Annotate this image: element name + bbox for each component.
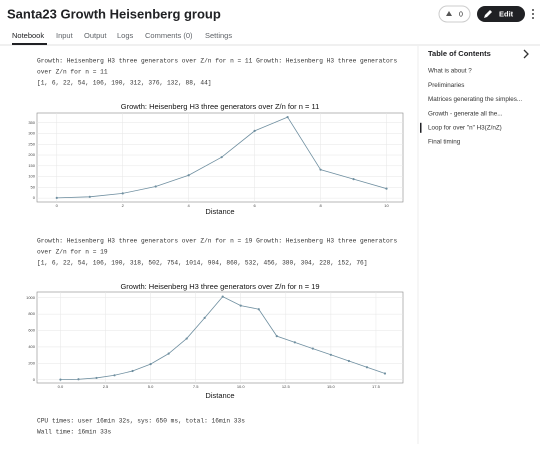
chart-title: Growth: Heisenberg H3 three generators o… xyxy=(121,102,320,111)
x-tick-label: 15.0 xyxy=(327,384,336,389)
tab-underline xyxy=(12,43,47,45)
y-tick-label: 800 xyxy=(28,311,35,316)
edit-label: Edit xyxy=(499,9,514,18)
toc-item[interactable]: Preliminaries xyxy=(428,82,464,89)
data-point xyxy=(319,168,322,171)
y-tick-label: 200 xyxy=(28,152,35,157)
page-title: Santa23 Growth Heisenberg group xyxy=(7,6,221,21)
data-point xyxy=(253,129,256,132)
timing-line: Wall time: 16min 33s xyxy=(37,429,112,436)
data-point xyxy=(77,378,80,381)
x-tick-label: 10.0 xyxy=(237,384,246,389)
x-tick-label: 12.5 xyxy=(282,384,291,389)
chart-title: Growth: Heisenberg H3 three generators o… xyxy=(120,282,319,291)
toc-item[interactable]: Loop for over "n" H3(Z/nZ) xyxy=(428,124,502,131)
x-tick-label: 6 xyxy=(254,203,257,208)
y-tick-label: 100 xyxy=(28,174,35,179)
x-tick-label: 10 xyxy=(384,203,389,208)
x-tick-label: 8 xyxy=(319,203,322,208)
y-tick-label: 50 xyxy=(31,184,36,189)
upvote-icon xyxy=(446,11,452,16)
plot-area xyxy=(36,291,404,384)
output-line: Growth: Heisenberg H3 three generators o… xyxy=(37,238,397,245)
data-point xyxy=(187,174,190,177)
data-point xyxy=(203,316,206,320)
toc-item[interactable]: Growth - generate all the... xyxy=(428,110,503,117)
data-point xyxy=(286,115,289,119)
edit-button[interactable] xyxy=(477,6,525,22)
output-line: [1, 6, 22, 54, 106, 190, 312, 376, 132, … xyxy=(37,80,212,87)
data-point xyxy=(383,372,387,375)
x-tick-label: 5.0 xyxy=(148,384,154,389)
y-tick-label: 1000 xyxy=(26,295,36,300)
data-point xyxy=(59,378,62,381)
output-line: [1, 6, 22, 54, 106, 190, 318, 502, 754, … xyxy=(37,260,367,267)
y-tick-label: 350 xyxy=(28,120,35,125)
data-point xyxy=(257,308,260,311)
data-point xyxy=(385,187,388,190)
data-point xyxy=(131,369,134,373)
data-point xyxy=(365,366,369,369)
y-tick-label: 250 xyxy=(28,141,35,146)
x-axis-label: Distance xyxy=(205,391,234,400)
tab[interactable]: Notebook xyxy=(12,31,44,40)
tab[interactable]: Output xyxy=(84,31,107,40)
x-tick-label: 2.5 xyxy=(103,384,109,389)
data-point xyxy=(311,347,314,350)
x-tick-label: 7.5 xyxy=(193,384,199,389)
data-point xyxy=(347,359,351,363)
vote-button[interactable] xyxy=(438,5,471,23)
data-point xyxy=(121,192,124,195)
x-tick-label: 4 xyxy=(188,203,191,208)
y-tick-label: 200 xyxy=(28,360,35,365)
data-point xyxy=(167,352,170,355)
edit-icon xyxy=(484,10,492,18)
data-point xyxy=(88,195,91,198)
output-line: over Z/n for n = 11 xyxy=(37,69,108,76)
data-point xyxy=(239,304,242,307)
y-tick-label: 0 xyxy=(33,377,36,382)
data-point xyxy=(185,337,188,340)
data-point xyxy=(352,178,355,181)
y-tick-label: 0 xyxy=(33,195,36,200)
toc-item[interactable]: What is about ? xyxy=(428,68,472,75)
toc-item[interactable]: Final timing xyxy=(428,139,461,146)
x-tick-label: 0.0 xyxy=(58,384,64,389)
toc-item[interactable]: Matrices generating the simples... xyxy=(428,96,522,103)
y-tick-label: 150 xyxy=(28,163,35,168)
tab[interactable]: Comments (0) xyxy=(145,31,193,40)
data-point xyxy=(329,353,332,356)
x-tick-label: 0 xyxy=(56,203,59,208)
more-menu[interactable] xyxy=(532,9,534,19)
data-point xyxy=(154,185,157,188)
toc-collapse[interactable] xyxy=(523,49,529,59)
data-point xyxy=(55,196,58,200)
y-tick-label: 300 xyxy=(28,131,35,136)
data-point xyxy=(149,363,152,366)
x-tick-label: 2 xyxy=(122,203,125,208)
data-point xyxy=(113,374,116,377)
data-point xyxy=(221,295,224,298)
output-line: over Z/n for n = 19 xyxy=(37,249,108,256)
data-point xyxy=(293,341,296,344)
data-point xyxy=(220,156,223,159)
timing-line: CPU times: user 16min 32s, sys: 650 ms, … xyxy=(37,418,245,425)
data-point xyxy=(95,376,98,380)
toc-active-bar xyxy=(420,122,422,133)
tab[interactable]: Logs xyxy=(117,31,134,40)
x-tick-label: 17.5 xyxy=(372,384,381,389)
output-line: Growth: Heisenberg H3 three generators o… xyxy=(37,58,397,65)
toc-title: Table of Contents xyxy=(428,49,491,58)
tab[interactable]: Settings xyxy=(205,31,232,40)
y-tick-label: 600 xyxy=(28,328,35,333)
x-axis-label: Distance xyxy=(205,207,234,216)
tab[interactable]: Input xyxy=(56,31,74,40)
data-point xyxy=(275,335,278,338)
plot-area xyxy=(36,112,404,203)
vote-count: 0 xyxy=(459,11,463,18)
y-tick-label: 400 xyxy=(28,344,35,349)
